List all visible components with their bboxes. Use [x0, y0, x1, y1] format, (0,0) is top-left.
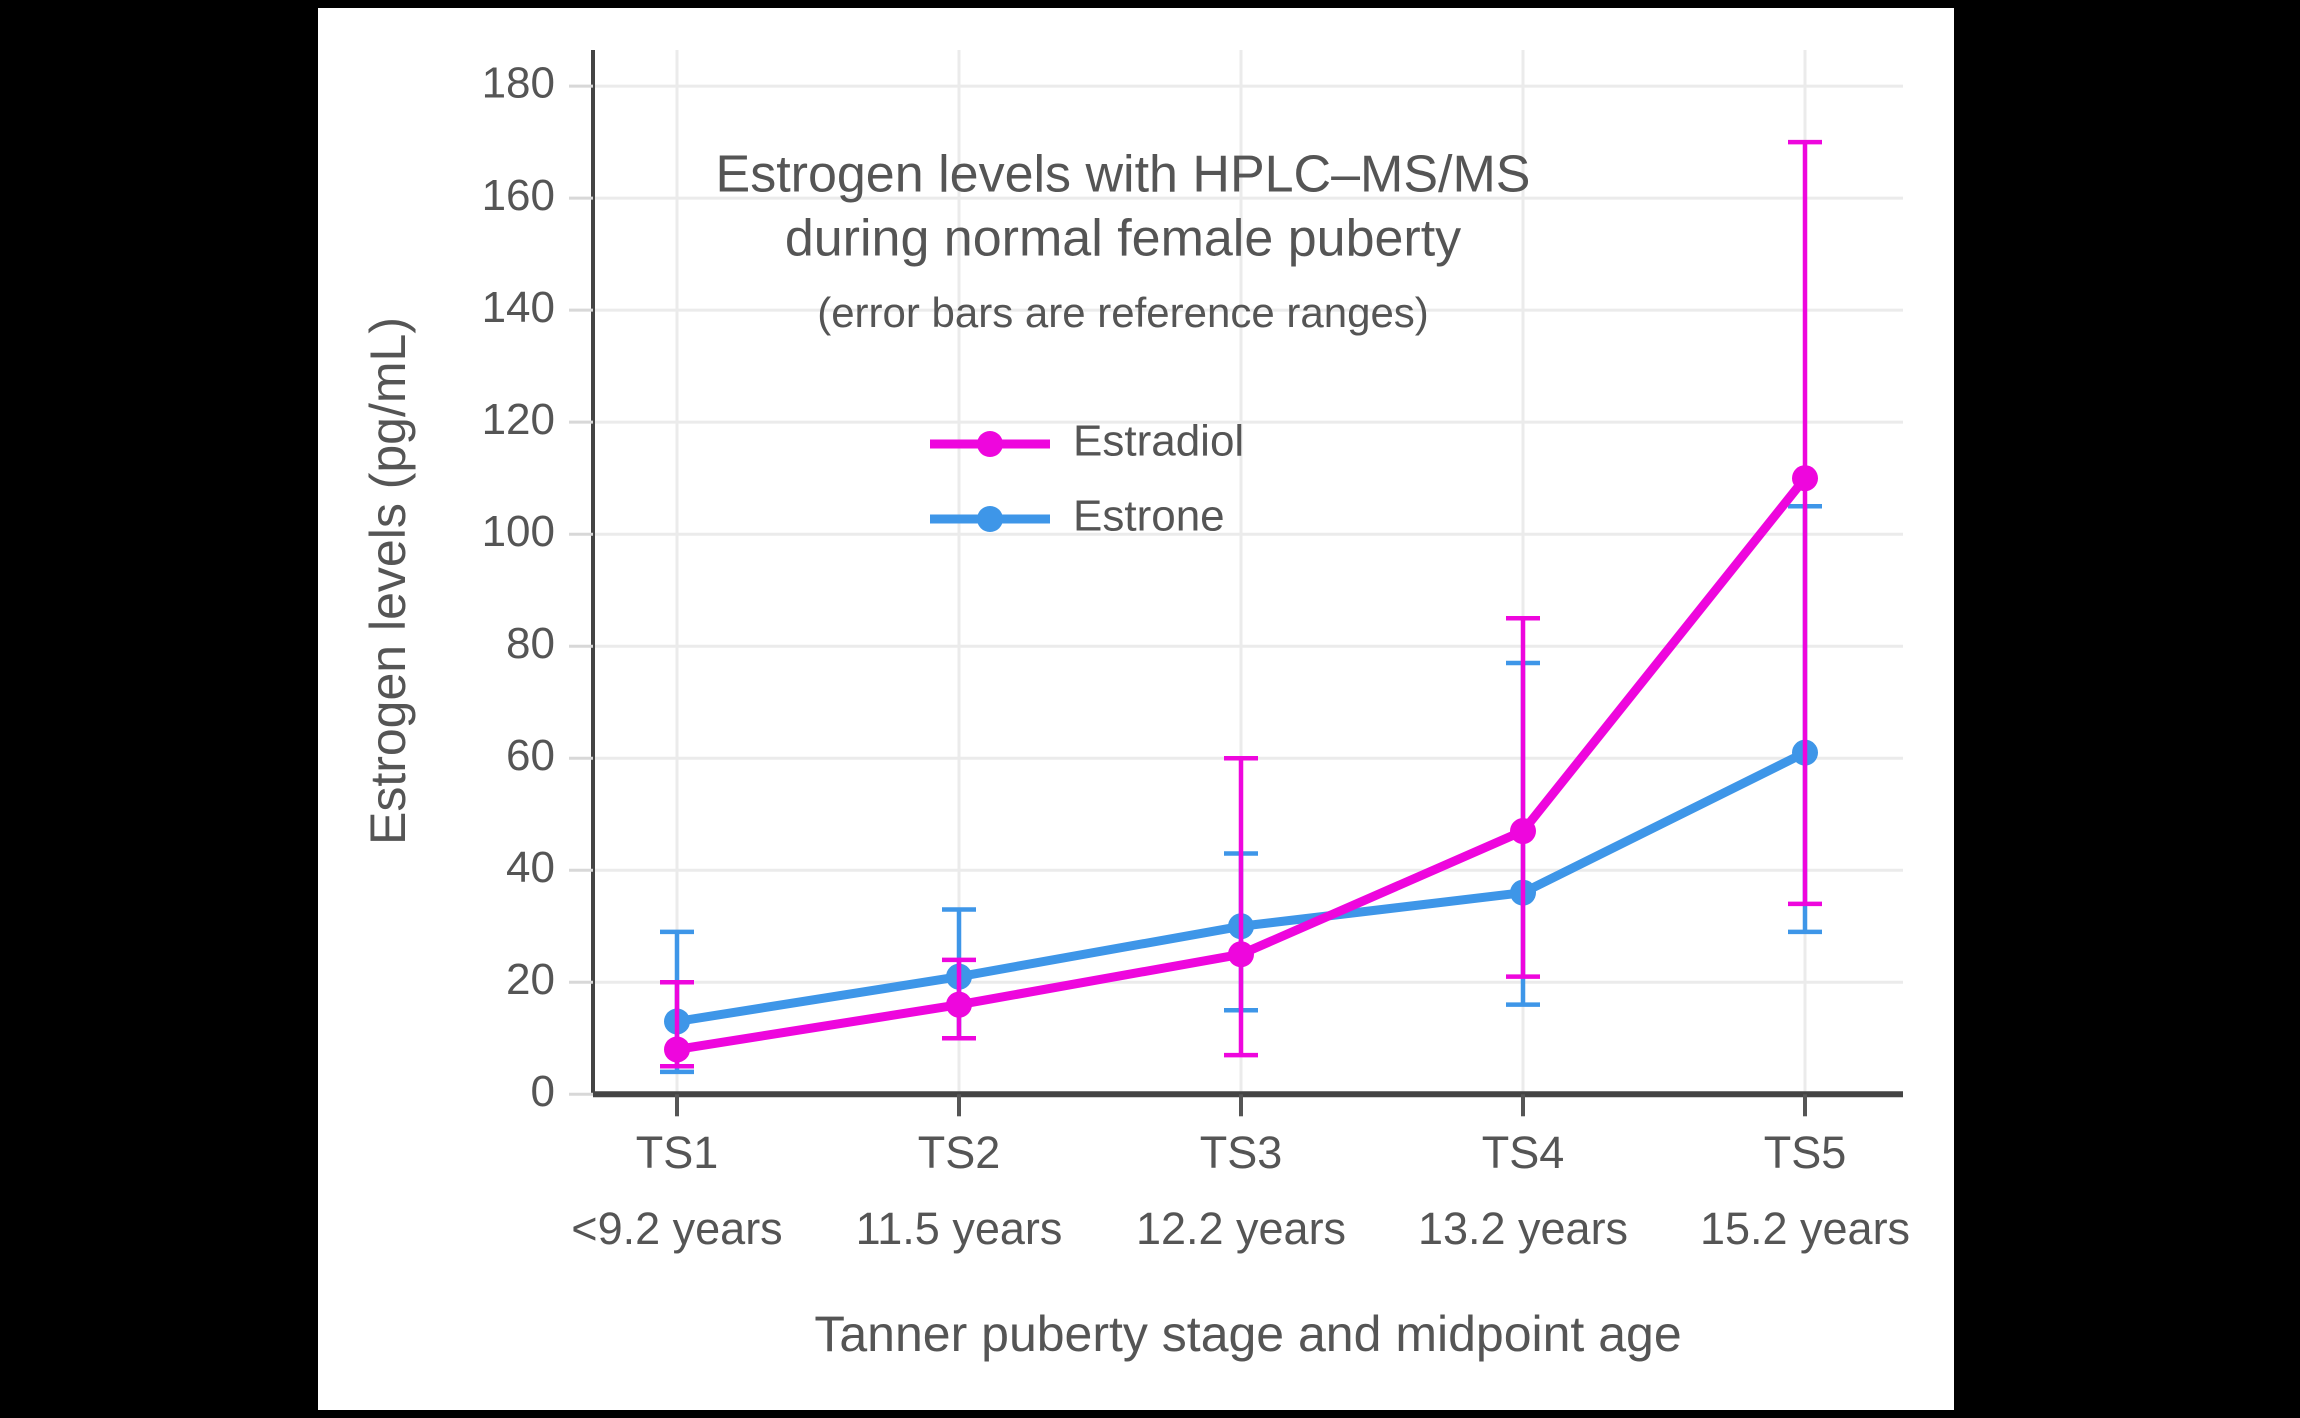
x-tick-label-age: 12.2 years [1136, 1203, 1346, 1254]
y-tick-label: 120 [482, 395, 555, 444]
data-point-marker [1228, 941, 1254, 968]
y-tick-label: 80 [506, 619, 555, 668]
y-tick-label: 160 [482, 171, 555, 220]
y-tick-label: 100 [482, 507, 555, 556]
axes-layer [569, 50, 1903, 1117]
y-tick-label: 20 [506, 955, 555, 1004]
data-point-marker [1792, 465, 1818, 492]
data-point-marker [946, 991, 972, 1018]
legend-swatch-marker [977, 431, 1003, 457]
data-point-marker [664, 1036, 690, 1063]
x-tick-label-stage: TS3 [1200, 1127, 1283, 1178]
x-tick-label-stage: TS2 [918, 1127, 1001, 1178]
legend-item-estrone[interactable]: Estrone [930, 492, 1225, 541]
chart-title-line-2: during normal female puberty [785, 210, 1461, 268]
x-tick-label-age: 15.2 years [1700, 1203, 1910, 1254]
x-tick-label-stage: TS1 [636, 1127, 719, 1178]
y-tick-label: 180 [482, 59, 555, 108]
chart-subtitle: (error bars are reference ranges) [817, 289, 1429, 336]
legend: Estradiol Estrone [930, 417, 1244, 541]
x-tick-label-stage: TS4 [1482, 1127, 1565, 1178]
x-tick-label-stage: TS5 [1764, 1127, 1847, 1178]
x-tick-label-age: 11.5 years [856, 1203, 1063, 1254]
series-layer [660, 139, 1822, 1075]
y-tick-label: 140 [482, 283, 555, 332]
figure-background [318, 8, 1954, 1410]
y-tick-label: 60 [506, 731, 555, 780]
chart-title-line-1: Estrogen levels with HPLC–MS/MS [716, 146, 1531, 204]
y-tick-label: 0 [531, 1067, 555, 1116]
tick-labels-layer: 0 20 40 60 80 100 120 140 160 180 TS1 <9.2 years TS2… [482, 59, 1910, 1254]
y-axis-title: Estrogen levels (pg/mL) [360, 317, 416, 845]
legend-item-estradiol[interactable]: Estradiol [930, 417, 1244, 466]
legend-label-estrone: Estrone [1073, 492, 1225, 541]
x-tick-label-age: <9.2 years [571, 1203, 782, 1254]
legend-swatch-marker [977, 506, 1003, 532]
data-point-marker [1510, 818, 1536, 845]
legend-label-estradiol: Estradiol [1073, 417, 1244, 466]
series-estradiol [660, 139, 1822, 1069]
y-tick-label: 40 [506, 843, 555, 892]
x-axis-title: Tanner puberty stage and midpoint age [814, 1306, 1681, 1362]
x-tick-label-age: 13.2 years [1418, 1203, 1628, 1254]
